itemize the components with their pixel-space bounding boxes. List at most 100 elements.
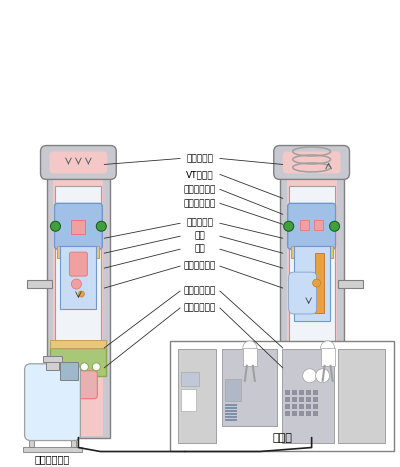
Circle shape <box>313 279 321 287</box>
Bar <box>170 341 394 451</box>
Bar <box>46 360 60 370</box>
Circle shape <box>314 371 322 379</box>
Bar <box>282 349 334 443</box>
Bar <box>181 389 196 410</box>
FancyBboxPatch shape <box>60 371 97 399</box>
Bar <box>225 379 241 401</box>
Circle shape <box>72 279 81 289</box>
Bar <box>292 403 297 409</box>
Circle shape <box>80 363 88 371</box>
Bar <box>60 362 78 380</box>
Circle shape <box>92 363 100 371</box>
Bar <box>287 173 336 436</box>
Bar <box>285 403 290 409</box>
Bar <box>306 410 311 416</box>
Bar <box>56 186 101 351</box>
Bar <box>181 372 199 386</box>
Bar <box>313 396 318 402</box>
Bar <box>54 173 103 436</box>
Bar <box>292 390 297 395</box>
Bar <box>243 348 257 366</box>
Bar <box>178 349 216 443</box>
Bar <box>300 220 309 230</box>
Bar <box>284 348 340 356</box>
Bar <box>58 246 99 258</box>
Text: シールプラグ: シールプラグ <box>184 304 216 312</box>
Bar <box>72 220 85 234</box>
Text: 圧力管本体: 圧力管本体 <box>186 154 214 163</box>
Bar <box>26 280 52 288</box>
Bar <box>306 390 311 395</box>
Text: 回転駆動機構: 回転駆動機構 <box>184 199 216 208</box>
Circle shape <box>290 371 298 379</box>
Circle shape <box>50 221 60 231</box>
Bar <box>291 246 332 258</box>
Bar <box>225 403 237 406</box>
Bar <box>289 186 334 361</box>
Bar <box>294 246 330 321</box>
Bar <box>306 396 311 402</box>
Circle shape <box>302 371 310 379</box>
Text: VTカメラ: VTカメラ <box>186 170 214 179</box>
Circle shape <box>96 221 106 231</box>
Circle shape <box>68 363 76 371</box>
Circle shape <box>284 221 294 231</box>
FancyBboxPatch shape <box>289 272 317 314</box>
Text: 外筒: 外筒 <box>195 245 205 254</box>
Circle shape <box>326 371 334 379</box>
Bar <box>299 396 304 402</box>
Bar <box>313 403 318 409</box>
Bar <box>72 435 76 446</box>
Bar <box>306 403 311 409</box>
FancyBboxPatch shape <box>288 203 336 249</box>
Bar <box>50 340 106 348</box>
FancyBboxPatch shape <box>40 146 116 179</box>
Text: ガイド機構: ガイド機構 <box>186 219 214 228</box>
Bar <box>315 253 324 313</box>
Bar <box>299 390 304 395</box>
Text: 燃料交換装置: 燃料交換装置 <box>35 454 70 465</box>
Circle shape <box>56 363 64 371</box>
Text: 内筒: 内筒 <box>195 232 205 241</box>
FancyBboxPatch shape <box>54 203 102 249</box>
FancyBboxPatch shape <box>24 364 80 440</box>
FancyBboxPatch shape <box>293 379 330 407</box>
Text: 制御室: 制御室 <box>272 432 292 443</box>
Bar <box>292 396 297 402</box>
Bar <box>285 410 290 416</box>
Bar <box>285 390 290 395</box>
Circle shape <box>321 341 334 355</box>
Circle shape <box>243 341 257 355</box>
Bar <box>314 220 322 230</box>
Bar <box>292 410 297 416</box>
Bar <box>28 435 34 446</box>
Bar <box>50 348 106 376</box>
Text: 超音波探触子: 超音波探触子 <box>184 185 216 194</box>
Bar <box>225 407 237 409</box>
FancyBboxPatch shape <box>283 151 340 173</box>
Bar <box>225 418 237 421</box>
FancyBboxPatch shape <box>274 146 350 179</box>
Bar <box>22 446 82 452</box>
Circle shape <box>303 369 317 383</box>
Bar <box>42 356 62 362</box>
FancyBboxPatch shape <box>50 151 107 173</box>
Circle shape <box>330 221 340 231</box>
Bar <box>284 356 340 384</box>
Bar <box>299 410 304 416</box>
Bar <box>299 403 304 409</box>
Circle shape <box>316 369 330 383</box>
Bar <box>222 349 277 425</box>
Bar <box>321 348 334 366</box>
Bar <box>285 396 290 402</box>
FancyBboxPatch shape <box>70 252 87 276</box>
Bar <box>60 246 96 309</box>
Bar <box>338 280 364 288</box>
Bar <box>225 410 237 411</box>
Bar <box>313 390 318 395</box>
Bar <box>338 349 385 443</box>
Bar <box>225 416 237 417</box>
Circle shape <box>78 291 84 297</box>
Bar <box>46 171 110 438</box>
Bar <box>280 171 344 438</box>
